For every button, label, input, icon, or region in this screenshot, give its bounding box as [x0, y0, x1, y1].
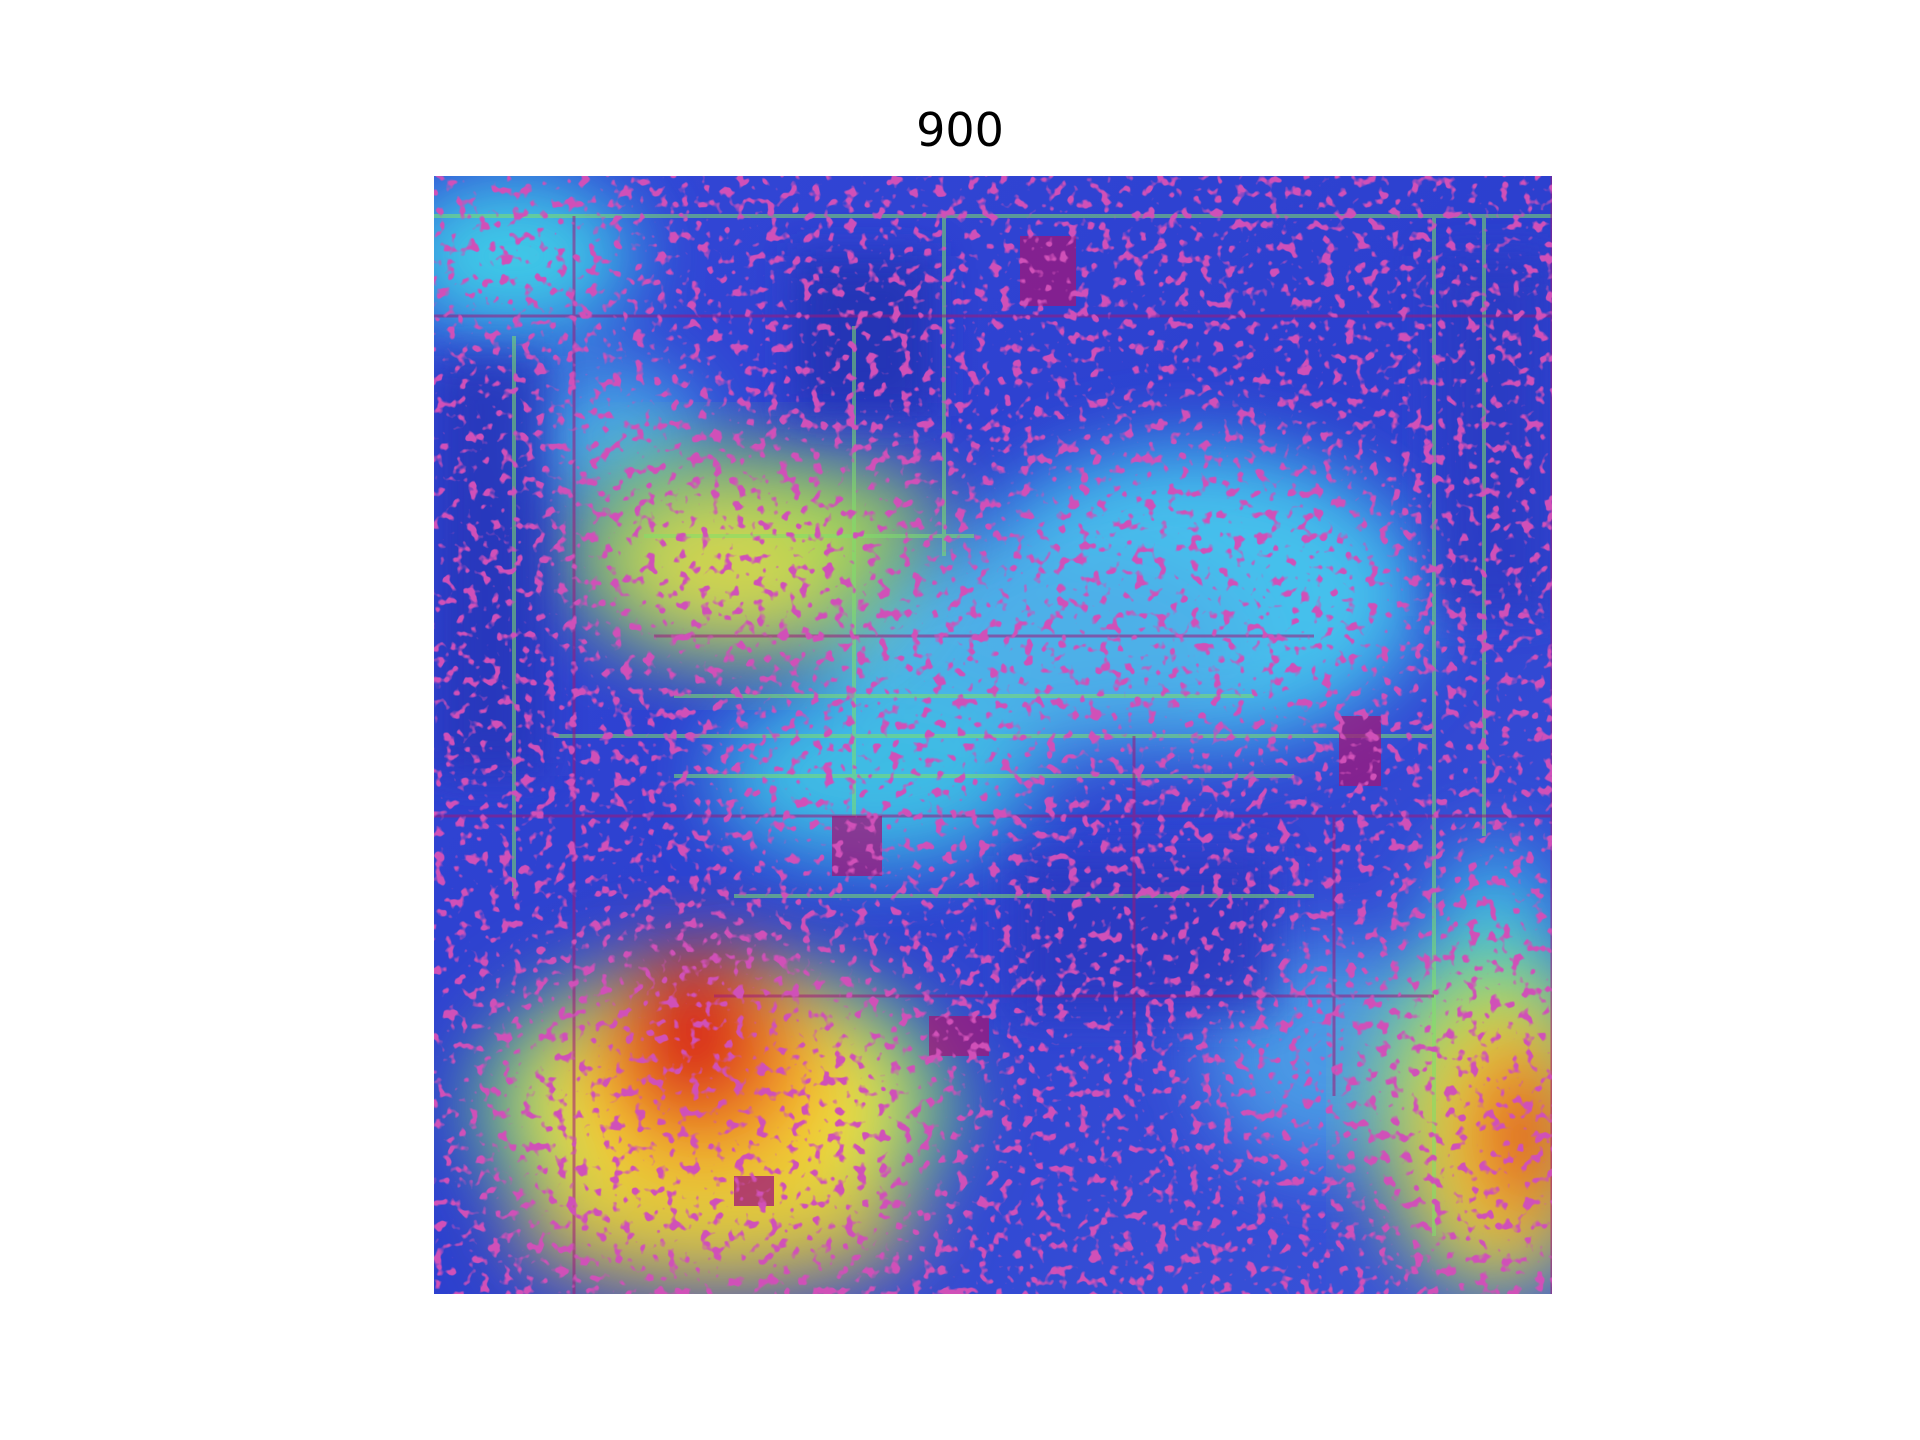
figure-title: 900 [916, 103, 1004, 157]
heatmap-overlay-svg [434, 176, 1552, 1294]
heatmap-overlay-image [434, 176, 1552, 1294]
